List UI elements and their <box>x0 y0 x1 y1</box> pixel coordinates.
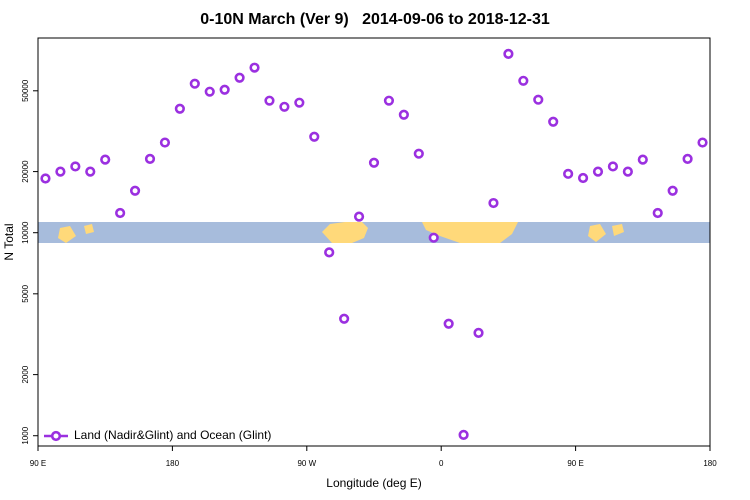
point <box>563 168 574 179</box>
y-tick-label: 10000 <box>21 221 30 244</box>
point <box>533 94 544 105</box>
point <box>249 62 260 73</box>
x-tick-label: 90 W <box>297 459 316 468</box>
y-tick-label: 20000 <box>21 160 30 183</box>
point <box>488 197 499 209</box>
x-tick-label: 90 E <box>567 459 583 468</box>
point <box>667 185 678 196</box>
point <box>85 166 96 177</box>
land-shape <box>58 224 94 243</box>
point <box>458 429 469 440</box>
point <box>100 154 111 165</box>
point <box>368 157 380 168</box>
point <box>294 97 305 108</box>
ocean-band <box>38 222 710 243</box>
point <box>70 161 81 172</box>
point <box>115 207 126 219</box>
chart-title: 0-10N March (Ver 9) 2014-09-06 to 2018-1… <box>200 11 550 28</box>
point <box>607 161 619 172</box>
y-tick-label: 50000 <box>21 79 30 102</box>
y-axis-label: N Total <box>2 223 16 260</box>
x-tick-label: 180 <box>703 459 717 468</box>
land-shape <box>322 222 368 243</box>
x-tick-label: 180 <box>166 459 180 468</box>
x-tick-label: 0 <box>439 459 444 468</box>
point <box>413 148 424 159</box>
x-tick-label: 90 E <box>30 459 46 468</box>
y-tick-label: 2000 <box>21 365 30 383</box>
point <box>353 211 365 222</box>
land-shape <box>422 222 518 243</box>
point <box>189 78 200 89</box>
land-shape <box>588 224 624 242</box>
point <box>204 86 215 97</box>
point <box>264 95 275 106</box>
point <box>443 318 454 329</box>
point <box>383 95 395 106</box>
point <box>548 116 559 127</box>
point <box>518 75 529 86</box>
map-band <box>38 222 710 243</box>
point <box>279 101 290 112</box>
point <box>159 137 171 148</box>
point <box>622 166 633 177</box>
point <box>697 137 708 148</box>
point <box>428 232 439 243</box>
point <box>234 72 245 83</box>
point <box>592 166 604 177</box>
legend-marker <box>50 430 62 442</box>
point <box>219 84 230 95</box>
point <box>577 172 589 184</box>
point <box>473 327 484 338</box>
point <box>637 154 648 165</box>
point <box>144 153 156 164</box>
point <box>324 247 335 258</box>
point <box>682 153 693 164</box>
y-tick-label: 1000 <box>21 426 30 444</box>
point <box>652 207 663 219</box>
point <box>503 48 514 59</box>
point <box>339 313 350 324</box>
x-axis-label: Longitude (deg E) <box>326 476 421 490</box>
plot-frame <box>37 37 711 447</box>
y-tick-label: 5000 <box>21 284 30 302</box>
point <box>398 109 409 120</box>
point <box>55 166 66 177</box>
point <box>309 131 320 142</box>
point <box>40 173 51 184</box>
point <box>129 185 141 196</box>
legend-text: Land (Nadir&Glint) and Ocean (Glint) <box>74 428 271 442</box>
point <box>174 103 185 114</box>
